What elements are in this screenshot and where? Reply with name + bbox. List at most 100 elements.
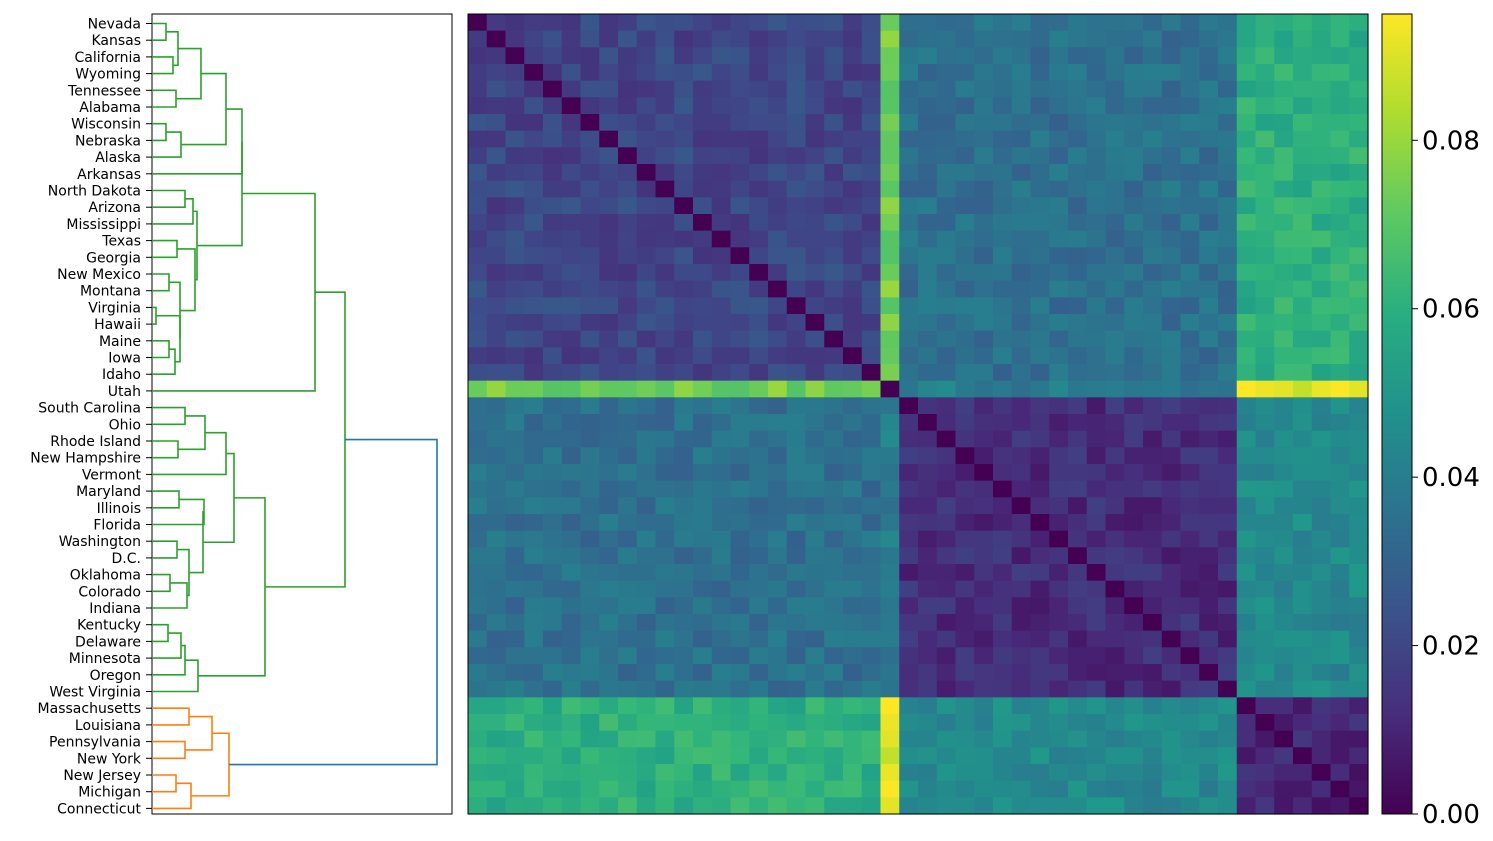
heatmap-cell (974, 547, 994, 565)
heatmap-cell (899, 330, 919, 348)
heatmap-cell (1030, 647, 1050, 665)
heatmap-cell (1049, 114, 1069, 132)
heatmap-cell (1349, 397, 1369, 415)
heatmap-cell (1068, 647, 1088, 665)
heatmap-cell (1311, 197, 1332, 215)
heatmap-cell (1143, 197, 1163, 215)
heatmap-cell (1293, 297, 1313, 315)
heatmap-cell (655, 647, 675, 665)
heatmap-cell (880, 597, 900, 615)
heatmap-cell (599, 164, 619, 182)
heatmap-cell (1105, 247, 1125, 265)
heatmap-cell (1068, 397, 1088, 415)
heatmap-cell (1049, 180, 1069, 198)
heatmap-cell (618, 164, 638, 182)
heatmap-cell (1068, 114, 1088, 132)
heatmap-cell (693, 247, 713, 265)
heatmap-cell (1330, 647, 1350, 665)
heatmap-cell (655, 530, 675, 548)
heatmap-cell (1124, 580, 1144, 598)
heatmap-cell (1180, 464, 1200, 482)
heatmap-cell (711, 730, 732, 748)
heatmap-cell (1349, 480, 1369, 498)
heatmap-cell (880, 280, 900, 298)
heatmap-cell (768, 630, 788, 648)
heatmap-cell (711, 597, 732, 615)
heatmap-cell (1105, 514, 1125, 532)
heatmap-cell (955, 297, 975, 315)
heatmap-cell (468, 247, 488, 265)
heatmap-cell (1274, 47, 1294, 65)
heatmap-cell (1180, 547, 1200, 565)
heatmap-cell (1293, 130, 1313, 148)
heatmap-cell (1218, 314, 1238, 332)
heatmap-cell (1293, 347, 1313, 365)
heatmap-cell (974, 330, 994, 348)
heatmap-cell (524, 164, 544, 182)
heatmap-cell (880, 230, 900, 248)
heatmap-cell (1311, 630, 1332, 648)
heatmap-cell (974, 564, 994, 582)
heatmap-cell (786, 747, 807, 765)
heatmap-cell (1011, 430, 1032, 448)
heatmap-cell (505, 330, 525, 348)
heatmap-cell (543, 47, 563, 65)
heatmap-cell (1218, 297, 1238, 315)
heatmap-cell (993, 397, 1013, 415)
heatmap-cell (1068, 247, 1088, 265)
heatmap-cell (1143, 364, 1163, 382)
heatmap-cell (711, 230, 732, 248)
heatmap-cell (1311, 297, 1332, 315)
heatmap-cell (843, 380, 863, 398)
heatmap-cell (880, 97, 900, 115)
heatmap-cell (936, 414, 957, 432)
heatmap-cell (468, 697, 488, 715)
heatmap-cell (824, 480, 844, 498)
heatmap-cell (1255, 197, 1275, 215)
heatmap-cell (1143, 264, 1163, 282)
heatmap-cell (580, 80, 600, 98)
heatmap-cell (580, 47, 600, 65)
heatmap-cell (1124, 164, 1144, 182)
heatmap-cell (486, 264, 507, 282)
heatmap-cell (768, 747, 788, 765)
heatmap-cell (918, 547, 938, 565)
heatmap-cell (918, 164, 938, 182)
heatmap-cell (1236, 164, 1257, 182)
dendrogram-link (156, 314, 181, 363)
heatmap-cell (1293, 64, 1313, 82)
heatmap-cell (1180, 497, 1200, 515)
heatmap-cell (1161, 80, 1182, 98)
heatmap-cell (936, 197, 957, 215)
heatmap-cell (1218, 197, 1238, 215)
heatmap-cell (1068, 30, 1088, 48)
heatmap-cell (580, 297, 600, 315)
heatmap-cell (936, 447, 957, 465)
heatmap-cell (918, 564, 938, 582)
heatmap-cell (1274, 30, 1294, 48)
heatmap-cell (655, 180, 675, 198)
heatmap-cell (955, 247, 975, 265)
heatmap-cell (543, 230, 563, 248)
heatmap-cell (936, 547, 957, 565)
heatmap-cell (843, 397, 863, 415)
heatmap-cell (1274, 764, 1294, 782)
heatmap-cell (918, 197, 938, 215)
heatmap-cell (843, 97, 863, 115)
heatmap-cell (543, 614, 563, 632)
heatmap-cell (580, 14, 600, 32)
heatmap-cell (993, 597, 1013, 615)
heatmap-cell (955, 614, 975, 632)
heatmap-cell (786, 730, 807, 748)
heatmap-cell (1349, 147, 1369, 165)
heatmap-cell (861, 597, 882, 615)
heatmap-cell (749, 680, 769, 698)
heatmap-cell (1218, 230, 1238, 248)
heatmap-cell (1330, 230, 1350, 248)
heatmap-cell (1218, 630, 1238, 648)
heatmap-cell (749, 80, 769, 98)
heatmap-cell (730, 514, 750, 532)
heatmap-cell (1255, 580, 1275, 598)
heatmap-cell (899, 214, 919, 232)
heatmap-cell (1086, 497, 1107, 515)
